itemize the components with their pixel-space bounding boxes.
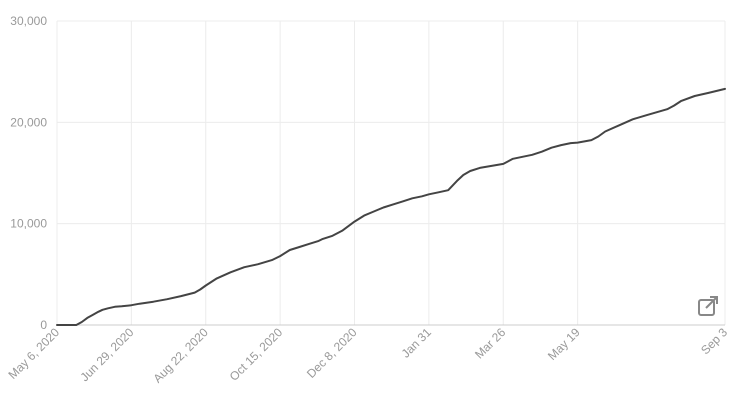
x-tick-label: Mar 26: [472, 325, 509, 362]
chart-grid: [57, 20, 725, 225]
x-tick-label: May 6, 2020: [6, 325, 63, 382]
x-axis: May 6, 2020 Jun 29, 2020 Aug 22, 2020 Oct 1…: [6, 325, 731, 386]
open-external-button[interactable]: [696, 294, 720, 318]
x-tick-label: Dec 8, 2020: [304, 325, 360, 381]
x-tick-label: Aug 22, 2020: [150, 325, 211, 386]
x-tick-label: May 19: [545, 325, 583, 363]
series-line: [56, 87, 726, 326]
x-tick-label: Oct 15, 2020: [227, 325, 286, 384]
x-tick-label: Jun 29, 2020: [78, 325, 137, 384]
y-tick-label: 20,000: [10, 115, 47, 129]
x-tick-label: Jan 31: [399, 325, 435, 361]
y-axis: 0 10,000 20,000 30,000: [10, 14, 47, 332]
y-tick-label: 30,000: [10, 14, 47, 28]
y-tick-label: 10,000: [10, 217, 47, 231]
x-tick-label: Sep 3: [698, 325, 730, 357]
chart-x-grid: [56, 21, 726, 325]
y-tick-label: 0: [40, 318, 47, 332]
open-external-icon: [698, 296, 718, 316]
